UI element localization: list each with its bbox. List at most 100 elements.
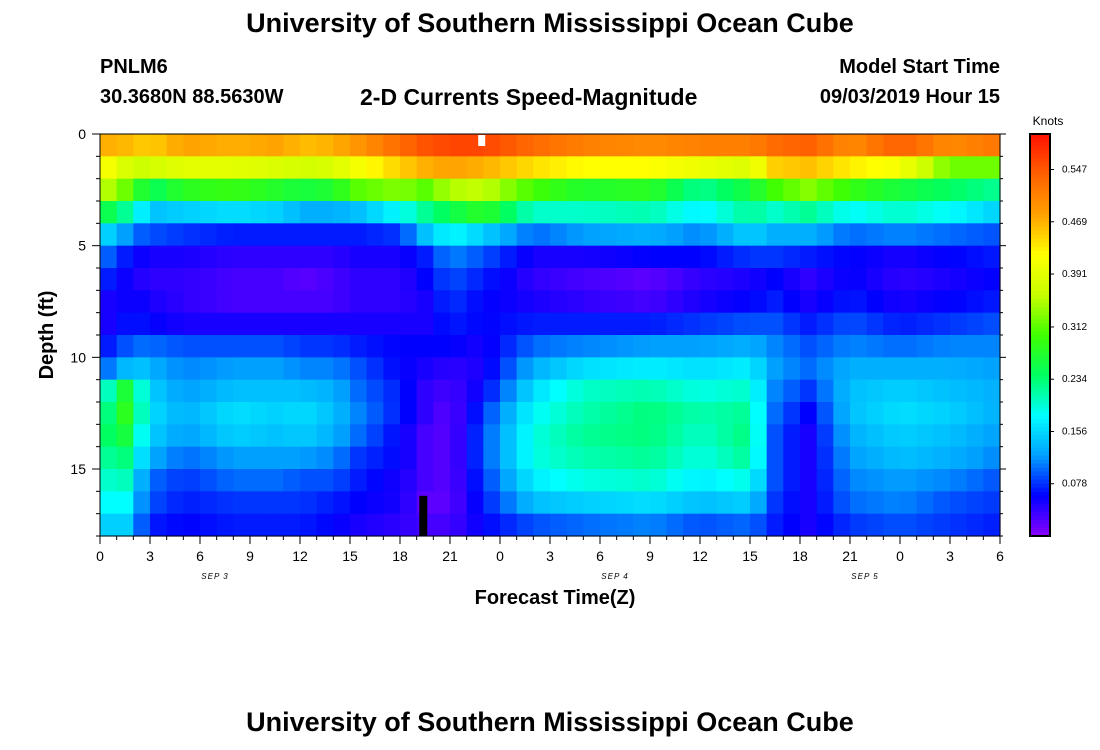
heatmap-cell xyxy=(133,491,151,515)
heatmap-cell xyxy=(233,491,251,515)
heatmap-cell xyxy=(483,424,501,448)
heatmap-cell xyxy=(183,134,201,157)
heatmap-cell xyxy=(933,469,951,492)
heatmap-cell xyxy=(900,446,918,470)
heatmap-cell xyxy=(266,156,284,180)
colorbar-step xyxy=(1030,178,1050,183)
heatmap-cell xyxy=(800,513,818,537)
heatmap-cell xyxy=(300,134,318,157)
heatmap-cell xyxy=(166,178,184,202)
colorbar-tick-label: 0.469 xyxy=(1062,217,1087,228)
heatmap-cell xyxy=(333,312,351,336)
heatmap-cell xyxy=(666,513,684,537)
colorbar-step xyxy=(1030,298,1050,304)
heatmap-cell xyxy=(333,156,351,180)
heatmap-cell xyxy=(883,402,901,425)
heatmap-cell xyxy=(433,178,451,202)
heatmap-cell xyxy=(416,469,434,492)
heatmap-cell xyxy=(533,402,551,425)
colorbar-step xyxy=(1030,202,1050,207)
colorbar-tick-label: 0.234 xyxy=(1062,374,1087,385)
heatmap-cell xyxy=(666,268,684,291)
heatmap-cell xyxy=(283,156,301,180)
heatmap-cell xyxy=(366,134,384,157)
heatmap-cell xyxy=(566,469,584,492)
heatmap-cell xyxy=(466,156,484,180)
heatmap-cell xyxy=(250,469,268,492)
x-tick-label: 15 xyxy=(742,548,758,564)
heatmap-cell xyxy=(300,513,318,537)
heatmap-cell xyxy=(533,290,551,314)
heatmap-cell xyxy=(716,134,734,157)
heatmap-cell xyxy=(666,223,684,247)
heatmap-cell xyxy=(866,156,884,180)
heatmap-cell xyxy=(916,491,934,515)
heatmap-cell xyxy=(150,335,168,358)
heatmap-cell xyxy=(550,134,568,157)
heatmap-cell xyxy=(766,513,784,537)
heatmap-cell xyxy=(850,156,868,180)
heatmap-cell xyxy=(900,335,918,358)
heatmap-cell xyxy=(883,223,901,247)
heatmap-cell xyxy=(783,178,801,202)
x-tick-label: 3 xyxy=(146,548,154,564)
heatmap-cell xyxy=(266,290,284,314)
heatmap-cell xyxy=(566,379,584,403)
heatmap-cell xyxy=(800,223,818,247)
heatmap-cell xyxy=(350,491,368,515)
heatmap-cell xyxy=(583,402,601,425)
colorbar-step xyxy=(1030,423,1050,429)
heatmap-cell xyxy=(566,513,584,537)
heatmap-cell xyxy=(600,223,618,247)
heatmap-cell xyxy=(966,223,984,247)
heatmap-cell xyxy=(850,290,868,314)
heatmap-cell xyxy=(416,245,434,269)
heatmap-cell xyxy=(133,245,151,269)
heatmap-cell xyxy=(133,513,151,537)
heatmap-cell xyxy=(583,424,601,448)
colorbar-tick-label: 0.156 xyxy=(1062,426,1087,437)
heatmap-cell xyxy=(433,357,451,381)
heatmap-cell xyxy=(700,402,718,425)
heatmap-cell xyxy=(400,178,418,202)
colorbar-step xyxy=(1030,286,1050,292)
heatmap-cell xyxy=(533,223,551,247)
heatmap-cell xyxy=(883,178,901,202)
heatmap-cell xyxy=(950,379,968,403)
heatmap-cell xyxy=(816,178,834,202)
heatmap-cell xyxy=(800,379,818,403)
heatmap-cell xyxy=(683,156,701,180)
heatmap-cell xyxy=(216,424,234,448)
heatmap-cell xyxy=(966,134,984,157)
heatmap-cell xyxy=(466,491,484,515)
heatmap-cell xyxy=(750,290,768,314)
heatmap-cell xyxy=(133,178,151,202)
heatmap-cell xyxy=(200,290,218,314)
heatmap-cell xyxy=(450,402,468,425)
heatmap-cell xyxy=(116,134,134,157)
heatmap-cell xyxy=(950,335,968,358)
heatmap-cell xyxy=(466,357,484,381)
heatmap-cell xyxy=(766,379,784,403)
heatmap-cell xyxy=(916,223,934,247)
heatmap-cell xyxy=(566,312,584,336)
heatmap-cell xyxy=(316,469,334,492)
model-start-label: Model Start Time xyxy=(839,56,1000,78)
heatmap-cell xyxy=(533,424,551,448)
heatmap-cell xyxy=(166,268,184,291)
heatmap-cell xyxy=(283,357,301,381)
heatmap-cell xyxy=(433,446,451,470)
heatmap-cell xyxy=(583,290,601,314)
heatmap-cell xyxy=(183,402,201,425)
heatmap-cell xyxy=(450,379,468,403)
heatmap-cell xyxy=(800,357,818,381)
heatmap-cell xyxy=(816,134,834,157)
heatmap-cell xyxy=(300,223,318,247)
heatmap-cell xyxy=(316,268,334,291)
heatmap-cell xyxy=(550,290,568,314)
heatmap-cell xyxy=(500,357,518,381)
heatmap-cell xyxy=(833,379,851,403)
heatmap-cell xyxy=(533,491,551,515)
heatmap-cell xyxy=(683,178,701,202)
colorbar-step xyxy=(1030,435,1050,441)
